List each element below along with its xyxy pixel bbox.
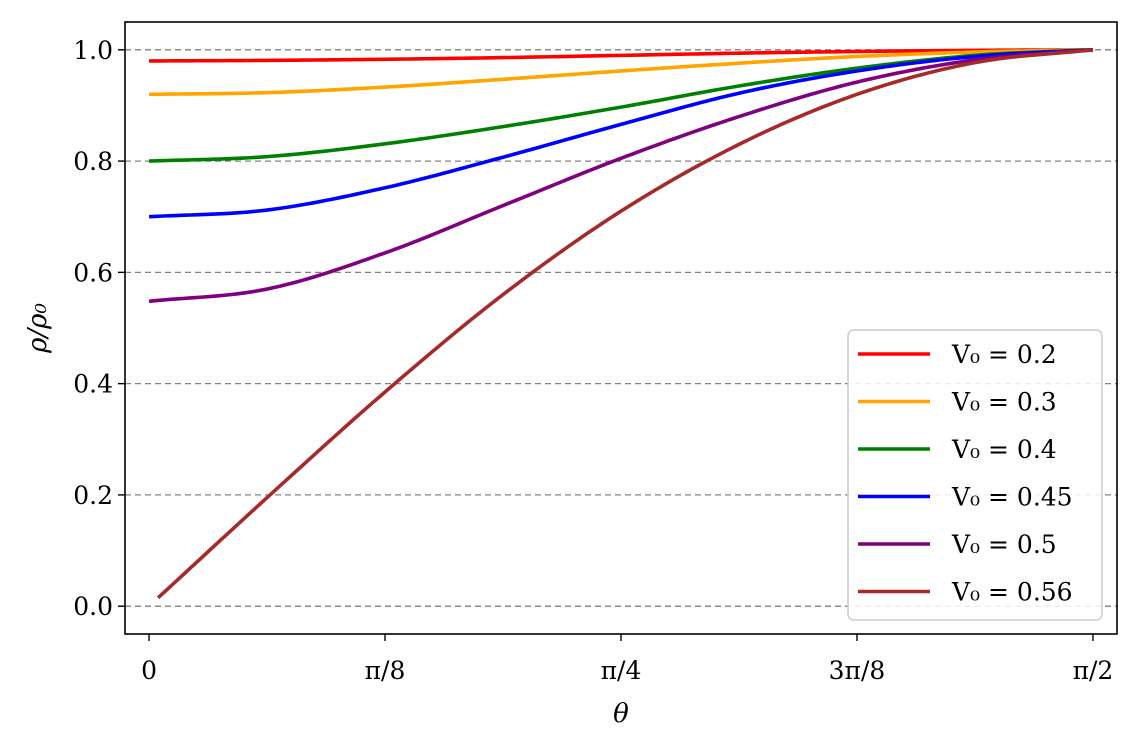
y-axis-label: ρ/ρ₀ — [23, 303, 53, 354]
x-tick-label: 0 — [141, 656, 157, 685]
legend-label-5: V₀ = 0.56 — [951, 578, 1073, 607]
y-tick-label: 0.2 — [73, 481, 113, 510]
series-line-5 — [156, 48, 1094, 600]
y-tick-label: 0.4 — [73, 370, 113, 399]
legend-label-1: V₀ = 0.3 — [951, 388, 1057, 417]
grid-lines — [125, 49, 1117, 607]
series-line-3 — [148, 48, 1094, 219]
x-tick-label: π/2 — [1073, 656, 1114, 685]
x-axis-label: θ — [613, 699, 629, 729]
legend-label-3: V₀ = 0.45 — [951, 483, 1073, 512]
x-tick-label: 3π/8 — [829, 656, 886, 685]
legend-label-0: V₀ = 0.2 — [951, 340, 1057, 369]
axis-ticks: 0.0 0.2 0.4 0.6 0.8 1.0 0 π/8 π/4 3π/8 π/2 — [73, 36, 1113, 685]
legend-box — [847, 329, 1103, 621]
series-line-1 — [149, 48, 1093, 97]
x-tick-label: π/8 — [365, 656, 406, 685]
legend-label-2: V₀ = 0.4 — [951, 435, 1057, 464]
series-lines — [148, 48, 1094, 600]
y-tick-label: 0.8 — [73, 147, 113, 176]
series-line-0 — [149, 48, 1093, 63]
series-line-4 — [148, 48, 1094, 304]
y-tick-label: 0.6 — [73, 258, 113, 287]
legend-label-4: V₀ = 0.5 — [951, 530, 1057, 559]
y-tick-label: 1.0 — [73, 36, 113, 65]
y-tick-label: 0.0 — [73, 592, 113, 621]
x-tick-label: π/4 — [601, 656, 642, 685]
legend: V₀ = 0.2 V₀ = 0.3 V₀ = 0.4 V₀ = 0.45 V₀ = 0.… — [847, 329, 1103, 621]
